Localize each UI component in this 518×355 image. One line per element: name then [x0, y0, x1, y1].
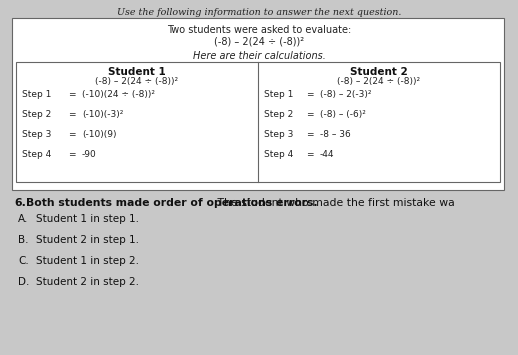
Text: (-10)(-3)²: (-10)(-3)² — [82, 110, 123, 119]
Bar — [12, 18, 504, 190]
Text: (-10)(9): (-10)(9) — [82, 130, 117, 139]
Text: =: = — [306, 90, 314, 99]
Text: Step 4: Step 4 — [264, 150, 293, 159]
Text: Student 1: Student 1 — [108, 67, 166, 77]
Text: Step 1: Step 1 — [22, 90, 51, 99]
Text: Step 2: Step 2 — [264, 110, 293, 119]
Text: C.: C. — [18, 256, 29, 266]
Text: D.: D. — [18, 277, 30, 287]
Text: Use the following information to answer the next question.: Use the following information to answer … — [117, 8, 401, 17]
Text: Step 1: Step 1 — [264, 90, 293, 99]
Text: -44: -44 — [320, 150, 335, 159]
Text: =: = — [68, 110, 76, 119]
Text: The student who made the first mistake wa: The student who made the first mistake w… — [214, 198, 455, 208]
Text: Student 2 in step 1.: Student 2 in step 1. — [36, 235, 139, 245]
Text: (-8) – 2(24 ÷ (-8))²: (-8) – 2(24 ÷ (-8))² — [95, 77, 179, 86]
Text: =: = — [306, 150, 314, 159]
Text: =: = — [306, 110, 314, 119]
Text: (-8) – 2(24 ÷ (-8))²: (-8) – 2(24 ÷ (-8))² — [337, 77, 421, 86]
Text: Student 1 in step 2.: Student 1 in step 2. — [36, 256, 139, 266]
Text: Student 2: Student 2 — [350, 67, 408, 77]
Text: (-8) – 2(24 ÷ (-8))²: (-8) – 2(24 ÷ (-8))² — [214, 36, 304, 46]
Text: =: = — [306, 130, 314, 139]
Text: Two students were asked to evaluate:: Two students were asked to evaluate: — [167, 25, 351, 35]
Text: =: = — [68, 90, 76, 99]
Text: (-10)(24 ÷ (-8))²: (-10)(24 ÷ (-8))² — [82, 90, 155, 99]
Text: Student 2 in step 2.: Student 2 in step 2. — [36, 277, 139, 287]
Text: -90: -90 — [82, 150, 97, 159]
Text: Both students made order of operations errors.: Both students made order of operations e… — [26, 198, 318, 208]
Text: Step 2: Step 2 — [22, 110, 51, 119]
Text: (-8) – 2(-3)²: (-8) – 2(-3)² — [320, 90, 371, 99]
Text: Student 1 in step 1.: Student 1 in step 1. — [36, 214, 139, 224]
Text: (-8) – (-6)²: (-8) – (-6)² — [320, 110, 366, 119]
Text: Step 4: Step 4 — [22, 150, 51, 159]
Text: Step 3: Step 3 — [22, 130, 51, 139]
Text: Here are their calculations.: Here are their calculations. — [193, 51, 325, 61]
Text: A.: A. — [18, 214, 28, 224]
Text: Step 3: Step 3 — [264, 130, 293, 139]
Text: B.: B. — [18, 235, 28, 245]
Text: -8 – 36: -8 – 36 — [320, 130, 351, 139]
Bar — [16, 62, 500, 182]
Text: =: = — [68, 150, 76, 159]
Text: =: = — [68, 130, 76, 139]
Text: 6.: 6. — [14, 198, 26, 208]
